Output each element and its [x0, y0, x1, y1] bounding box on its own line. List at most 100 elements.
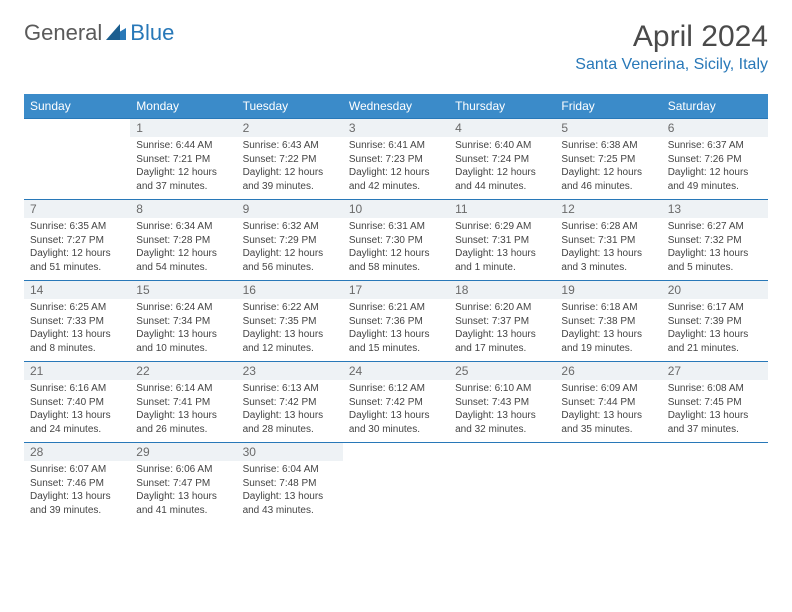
- week-info-row: Sunrise: 6:35 AMSunset: 7:27 PMDaylight:…: [24, 218, 768, 281]
- logo: General Blue: [24, 20, 174, 46]
- month-title: April 2024: [575, 20, 768, 54]
- day-number-cell: [662, 443, 768, 462]
- day-info-line: Daylight: 12 hours: [243, 166, 337, 180]
- day-info-line: and 42 minutes.: [349, 180, 443, 194]
- day-info-line: Sunrise: 6:29 AM: [455, 220, 549, 234]
- day-info-line: and 28 minutes.: [243, 423, 337, 437]
- day-info-cell: Sunrise: 6:44 AMSunset: 7:21 PMDaylight:…: [130, 137, 236, 200]
- day-number-cell: 10: [343, 200, 449, 219]
- day-number-cell: 4: [449, 119, 555, 138]
- day-info-cell: [555, 461, 661, 523]
- day-number-cell: 27: [662, 362, 768, 381]
- day-info-line: Sunset: 7:25 PM: [561, 153, 655, 167]
- week-number-row: 21222324252627: [24, 362, 768, 381]
- day-number-cell: 18: [449, 281, 555, 300]
- day-number-cell: 11: [449, 200, 555, 219]
- day-info-line: and 43 minutes.: [243, 504, 337, 518]
- day-number-cell: 12: [555, 200, 661, 219]
- day-info-line: Daylight: 13 hours: [455, 328, 549, 342]
- day-info-line: Sunrise: 6:34 AM: [136, 220, 230, 234]
- day-info-cell: Sunrise: 6:09 AMSunset: 7:44 PMDaylight:…: [555, 380, 661, 443]
- day-info-line: and 12 minutes.: [243, 342, 337, 356]
- day-header: Monday: [130, 94, 236, 119]
- day-header: Tuesday: [237, 94, 343, 119]
- day-info-cell: Sunrise: 6:07 AMSunset: 7:46 PMDaylight:…: [24, 461, 130, 523]
- day-info-line: Sunrise: 6:16 AM: [30, 382, 124, 396]
- day-info-line: and 56 minutes.: [243, 261, 337, 275]
- day-info-cell: Sunrise: 6:32 AMSunset: 7:29 PMDaylight:…: [237, 218, 343, 281]
- day-info-line: Daylight: 13 hours: [136, 328, 230, 342]
- day-number-cell: 7: [24, 200, 130, 219]
- day-info-line: Sunrise: 6:21 AM: [349, 301, 443, 315]
- day-info-line: and 19 minutes.: [561, 342, 655, 356]
- day-info-line: Daylight: 12 hours: [455, 166, 549, 180]
- day-info-cell: Sunrise: 6:29 AMSunset: 7:31 PMDaylight:…: [449, 218, 555, 281]
- day-info-line: Daylight: 13 hours: [668, 328, 762, 342]
- day-info-cell: [449, 461, 555, 523]
- day-number-cell: 14: [24, 281, 130, 300]
- day-info-cell: Sunrise: 6:38 AMSunset: 7:25 PMDaylight:…: [555, 137, 661, 200]
- day-number-cell: 8: [130, 200, 236, 219]
- day-info-cell: Sunrise: 6:04 AMSunset: 7:48 PMDaylight:…: [237, 461, 343, 523]
- day-info-line: Daylight: 13 hours: [30, 409, 124, 423]
- day-header: Friday: [555, 94, 661, 119]
- day-info-line: and 15 minutes.: [349, 342, 443, 356]
- day-info-line: Sunset: 7:41 PM: [136, 396, 230, 410]
- day-info-line: Sunset: 7:24 PM: [455, 153, 549, 167]
- day-info-line: Sunrise: 6:25 AM: [30, 301, 124, 315]
- week-number-row: 282930: [24, 443, 768, 462]
- day-info-line: and 37 minutes.: [136, 180, 230, 194]
- week-info-row: Sunrise: 6:44 AMSunset: 7:21 PMDaylight:…: [24, 137, 768, 200]
- day-info-cell: Sunrise: 6:12 AMSunset: 7:42 PMDaylight:…: [343, 380, 449, 443]
- day-info-line: and 58 minutes.: [349, 261, 443, 275]
- day-info-cell: Sunrise: 6:41 AMSunset: 7:23 PMDaylight:…: [343, 137, 449, 200]
- day-info-line: Sunrise: 6:08 AM: [668, 382, 762, 396]
- day-info-line: Sunrise: 6:44 AM: [136, 139, 230, 153]
- day-header: Thursday: [449, 94, 555, 119]
- day-number-cell: 29: [130, 443, 236, 462]
- day-info-line: and 44 minutes.: [455, 180, 549, 194]
- day-number-cell: 23: [237, 362, 343, 381]
- day-info-line: Daylight: 12 hours: [349, 247, 443, 261]
- day-info-cell: Sunrise: 6:14 AMSunset: 7:41 PMDaylight:…: [130, 380, 236, 443]
- day-info-cell: Sunrise: 6:13 AMSunset: 7:42 PMDaylight:…: [237, 380, 343, 443]
- day-info-cell: [343, 461, 449, 523]
- day-info-line: Sunset: 7:46 PM: [30, 477, 124, 491]
- logo-icon: [106, 22, 126, 45]
- calendar-body: 123456Sunrise: 6:44 AMSunset: 7:21 PMDay…: [24, 119, 768, 524]
- day-number-cell: 21: [24, 362, 130, 381]
- header: General Blue April 2024 Santa Venerina, …: [24, 20, 768, 74]
- day-number-cell: 22: [130, 362, 236, 381]
- day-info-line: and 26 minutes.: [136, 423, 230, 437]
- day-number-cell: 30: [237, 443, 343, 462]
- day-info-line: Daylight: 13 hours: [136, 490, 230, 504]
- day-info-line: Sunset: 7:40 PM: [30, 396, 124, 410]
- day-info-line: Daylight: 12 hours: [561, 166, 655, 180]
- day-number-cell: 1: [130, 119, 236, 138]
- day-number-cell: 3: [343, 119, 449, 138]
- week-info-row: Sunrise: 6:07 AMSunset: 7:46 PM Daylight:…: [24, 461, 768, 523]
- day-info-cell: Sunrise: 6:21 AMSunset: 7:36 PMDaylight:…: [343, 299, 449, 362]
- day-info-cell: Sunrise: 6:22 AMSunset: 7:35 PMDaylight:…: [237, 299, 343, 362]
- week-number-row: 123456: [24, 119, 768, 138]
- day-info-cell: Sunrise: 6:06 AMSunset: 7:47 PMDaylight:…: [130, 461, 236, 523]
- day-number-cell: 20: [662, 281, 768, 300]
- day-info-cell: Sunrise: 6:31 AMSunset: 7:30 PMDaylight:…: [343, 218, 449, 281]
- day-number-cell: 15: [130, 281, 236, 300]
- day-info-line: Daylight: 13 hours: [455, 409, 549, 423]
- day-info-line: Sunrise: 6:31 AM: [349, 220, 443, 234]
- day-info-line: and 30 minutes.: [349, 423, 443, 437]
- day-info-line: Sunrise: 6:22 AM: [243, 301, 337, 315]
- day-number-cell: 9: [237, 200, 343, 219]
- day-info-line: Sunrise: 6:40 AM: [455, 139, 549, 153]
- day-info-line: and 46 minutes.: [561, 180, 655, 194]
- day-number-cell: 19: [555, 281, 661, 300]
- day-info-line: Daylight: 13 hours: [349, 328, 443, 342]
- day-info-line: and 32 minutes.: [455, 423, 549, 437]
- week-number-row: 14151617181920: [24, 281, 768, 300]
- day-info-line: Sunset: 7:47 PM: [136, 477, 230, 491]
- day-info-line: Daylight: 13 hours: [561, 328, 655, 342]
- day-info-line: Sunrise: 6:18 AM: [561, 301, 655, 315]
- day-info-line: Sunrise: 6:07 AM: [30, 463, 124, 477]
- day-info-line: Daylight: 13 hours: [561, 409, 655, 423]
